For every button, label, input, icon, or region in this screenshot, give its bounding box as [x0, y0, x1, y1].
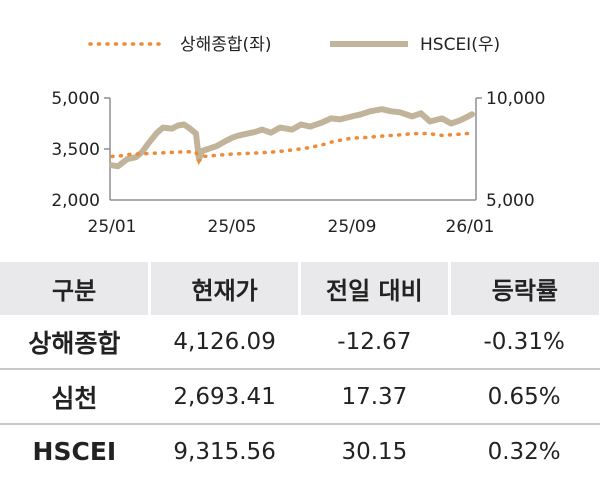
cell-change: 17.37	[299, 369, 451, 425]
cell-rate: 0.32%	[449, 424, 600, 478]
table-row: HSCEI 9,315.56 30.15 0.32%	[0, 424, 600, 478]
x-tick-label: 25/09	[328, 217, 377, 237]
y-left-tick-label: 5,000	[51, 89, 100, 109]
y-left-tick-label: 2,000	[51, 191, 100, 211]
table-row: 상해종합 4,126.09 -12.67 -0.31%	[0, 315, 600, 370]
cell-price: 9,315.56	[149, 424, 301, 478]
x-tick-label: 26/01	[446, 217, 495, 237]
axes: 5,000 3,500 2,000 10,000 5,000 25/01 25/…	[51, 89, 545, 237]
header-price: 현재가	[149, 262, 301, 315]
header-change: 전일 대비	[299, 262, 451, 315]
row-label: 심천	[0, 369, 151, 425]
x-tick-label: 25/05	[208, 217, 257, 237]
legend-label-shanghai: 상해종합(좌)	[180, 35, 271, 55]
cell-rate: -0.31%	[449, 315, 600, 370]
cell-price: 4,126.09	[149, 315, 301, 370]
cell-change: 30.15	[299, 424, 451, 478]
table-row: 심천 2,693.41 17.37 0.65%	[0, 369, 600, 425]
line-chart: 상해종합(좌) HSCEI(우) 5,000 3,500 2,000 10,00…	[51, 35, 545, 237]
legend-label-hscei: HSCEI(우)	[420, 35, 500, 55]
header-category: 구분	[0, 262, 152, 315]
cell-price: 2,693.41	[149, 369, 301, 425]
legend: 상해종합(좌) HSCEI(우)	[88, 35, 500, 55]
row-label: 상해종합	[0, 315, 151, 370]
series-line-shanghai	[110, 131, 474, 166]
y-right-tick-label: 10,000	[486, 89, 545, 109]
header-rate: 등락률	[449, 262, 599, 315]
x-tick-label: 25/01	[88, 217, 137, 237]
cell-change: -12.67	[299, 315, 451, 370]
table-header-row: 구분 현재가 전일 대비 등락률	[0, 262, 599, 315]
y-left-tick-label: 3,500	[51, 140, 100, 160]
row-label: HSCEI	[0, 424, 151, 478]
cell-rate: 0.65%	[449, 369, 600, 425]
quote-table: 구분 현재가 전일 대비 등락률 상해종합 4,126.09 -12.67 -0…	[0, 262, 600, 478]
y-right-tick-label: 5,000	[486, 191, 535, 211]
series-line-hscei	[109, 106, 475, 170]
